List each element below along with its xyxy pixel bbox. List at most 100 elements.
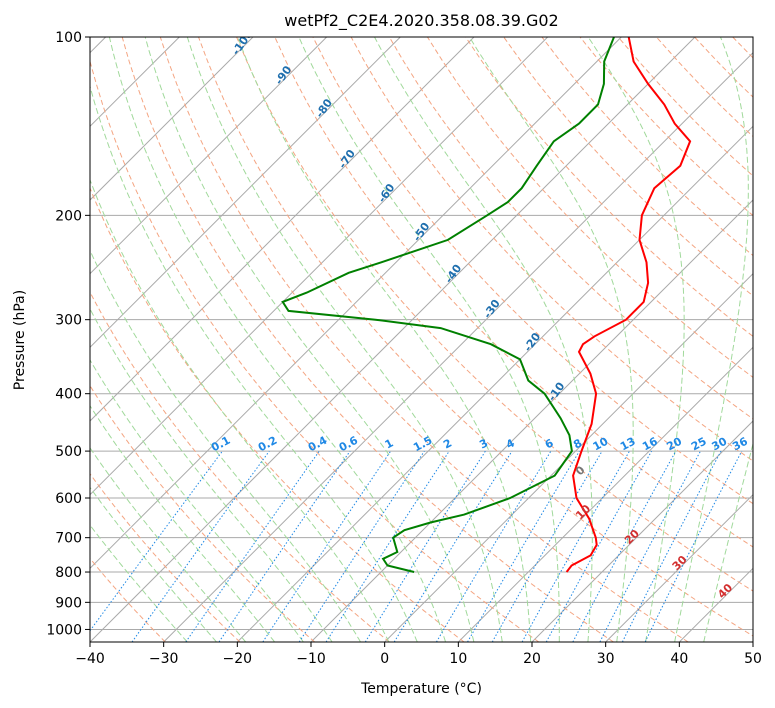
dry-adiabat (541, 37, 753, 257)
isotherm-line (163, 51, 753, 642)
x-tick-label: −30 (149, 651, 179, 667)
mixing-ratio-label: 1 (383, 436, 396, 451)
dry-adiabat (90, 291, 390, 642)
mixing-ratio-line (644, 450, 743, 642)
dry-adiabat (121, 37, 614, 642)
moist-adiabat-label: 40 (715, 581, 735, 601)
x-tick-label: 10 (449, 651, 467, 667)
y-tick-label: 400 (55, 387, 82, 403)
isotherm-line (384, 272, 753, 642)
mixing-ratio-label: 6 (543, 436, 556, 451)
mixing-ratio-label: 2 (441, 436, 454, 451)
dry-adiabat (426, 37, 753, 378)
isotherm-line (457, 346, 753, 642)
y-tick-label: 100 (55, 30, 82, 46)
moist-adiabat (90, 249, 362, 642)
dry-adiabat (771, 37, 775, 642)
dry-adiabat-label: -60 (375, 181, 397, 205)
dry-adiabat (274, 37, 753, 548)
mixing-ratio-lines (90, 450, 743, 642)
moist-adiabat-label: 0 (573, 463, 588, 478)
y-tick-label: 200 (55, 208, 82, 224)
mixing-ratio-line (393, 450, 513, 642)
isotherm-line (236, 125, 753, 642)
moist-adiabat (90, 447, 247, 642)
isotherm-line (90, 37, 696, 642)
mixing-ratio-label: 16 (640, 435, 660, 454)
moist-adiabat (237, 37, 532, 642)
moist-adiabat (469, 37, 634, 642)
temperature-line (565, 37, 692, 573)
moist-adiabat (90, 84, 418, 642)
y-axis-ticks: 100 200 300 400 500 600 700 800 900 1000 (46, 30, 90, 638)
dry-adiabat (350, 37, 753, 462)
dry-adiabat (503, 37, 753, 297)
mixing-ratio-line (435, 450, 552, 642)
dry-adiabat (90, 557, 166, 642)
moist-adiabat (703, 441, 753, 642)
mixing-ratio-line (621, 450, 722, 642)
x-tick-label: 20 (523, 651, 541, 667)
dry-adiabat-label: -30 (481, 297, 503, 321)
mixing-ratio-line (521, 450, 630, 642)
isotherm-line (90, 37, 254, 201)
chart-title: wetPf2_C2E4.2020.358.08.39.G02 (284, 11, 558, 31)
dry-adiabat-label: -40 (442, 262, 464, 286)
dry-adiabat-label: -80 (313, 96, 335, 120)
moist-adiabat (90, 178, 390, 642)
isotherm-line (90, 37, 401, 349)
mixing-ratio-line (298, 450, 425, 642)
dry-adiabat-label: -90 (272, 63, 294, 87)
sounding-series (281, 37, 692, 573)
y-tick-label: 1000 (46, 622, 82, 638)
dry-adiabat-label: -70 (336, 147, 358, 171)
x-tick-label: −20 (223, 651, 253, 667)
dry-adiabat (159, 37, 689, 642)
x-axis-label: Temperature (°C) (360, 681, 482, 697)
y-tick-label: 300 (55, 313, 82, 329)
dry-adiabat (312, 37, 753, 505)
mixing-ratio-line (218, 450, 351, 642)
x-tick-label: −40 (75, 651, 105, 667)
mixing-ratio-label: 36 (730, 435, 750, 454)
y-axis-label: Pressure (hPa) (12, 290, 28, 390)
moist-adiabats (90, 37, 753, 642)
y-tick-label: 600 (55, 491, 82, 507)
mixing-ratio-label: 30 (710, 435, 730, 454)
moist-adiabat (90, 358, 304, 642)
dry-adiabat (90, 59, 540, 642)
moist-adiabat (90, 404, 275, 642)
isotherm-line (531, 420, 753, 642)
dry-adiabat (90, 384, 316, 642)
moist-adiabat (144, 37, 475, 642)
isobar-grid (90, 37, 753, 630)
isotherm-line (90, 37, 328, 275)
moist-adiabat (298, 37, 560, 642)
dry-adiabat-label: -20 (521, 330, 543, 354)
mixing-ratio-line (545, 450, 653, 642)
x-tick-label: 30 (597, 651, 615, 667)
moist-adiabat (108, 37, 446, 642)
mixing-ratio-label: 4 (504, 436, 517, 451)
moist-adiabat (90, 524, 188, 642)
dry-adiabat-label: -50 (410, 220, 432, 244)
mixing-ratio-line (325, 450, 450, 642)
moist-adiabat (90, 486, 217, 642)
moist-adiabat (674, 37, 749, 642)
plot-frame (89, 36, 754, 643)
mixing-ratio-label: 20 (664, 435, 684, 454)
x-tick-label: 40 (670, 651, 688, 667)
moist-adiabat-label: 30 (670, 553, 690, 573)
x-tick-label: 50 (744, 651, 762, 667)
moist-adiabat (587, 37, 685, 642)
mixing-ratio-line (185, 450, 320, 642)
x-axis-ticks: −40 −30 −20 −10 0 10 20 30 40 50 (75, 642, 762, 667)
y-tick-label: 900 (55, 595, 82, 611)
dry-adiabats (90, 37, 775, 642)
dry-adiabat (90, 472, 241, 642)
moist-adiabat (374, 37, 593, 642)
y-tick-label: 700 (55, 531, 82, 547)
isotherm-line (605, 493, 753, 642)
moist-adiabat-label: 20 (622, 527, 642, 547)
